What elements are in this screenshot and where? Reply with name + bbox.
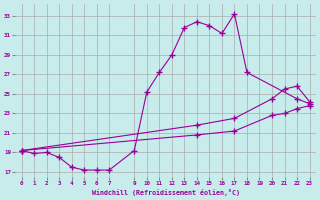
X-axis label: Windchill (Refroidissement éolien,°C): Windchill (Refroidissement éolien,°C)	[92, 189, 240, 196]
